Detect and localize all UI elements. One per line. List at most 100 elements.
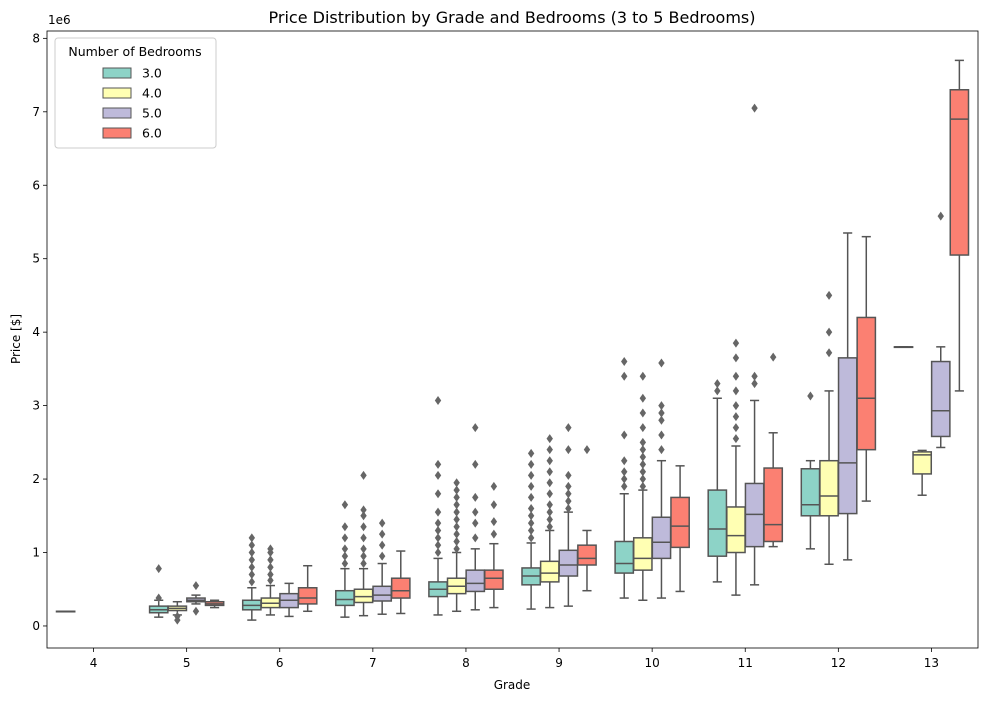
y-tick-label: 5 — [32, 252, 40, 266]
outlier-point — [267, 575, 274, 585]
outlier-point — [434, 548, 442, 558]
outlier-point — [360, 470, 367, 480]
box-body — [372, 585, 393, 602]
outlier-point — [472, 492, 479, 502]
outlier-point — [714, 386, 721, 396]
box-3.0-grade-4 — [55, 610, 76, 613]
box-body — [465, 569, 486, 593]
outlier-point — [639, 445, 647, 455]
box-3.0-grade-8 — [428, 395, 448, 616]
legend-label: 3.0 — [142, 66, 162, 81]
box-5.0-grade-5 — [186, 581, 206, 616]
outlier-point — [639, 393, 647, 403]
box-3.0-grade-11 — [707, 379, 728, 583]
outlier-point — [472, 459, 479, 469]
box-4.0-grade-7 — [353, 470, 374, 617]
outlier-point — [732, 434, 740, 444]
outlier-point — [546, 507, 553, 517]
legend: Number of Bedrooms 3.0 4.0 5.0 6.0 — [54, 37, 217, 149]
outlier-point — [639, 423, 647, 433]
outlier-point — [341, 522, 349, 532]
box-6.0-grade-8 — [484, 481, 504, 609]
outlier-point — [546, 489, 553, 499]
outlier-point — [360, 511, 367, 521]
outlier-point — [472, 533, 479, 543]
box-body — [614, 540, 635, 574]
outlier-point — [546, 434, 553, 444]
outlier-point — [639, 459, 647, 469]
outlier-point — [248, 562, 256, 572]
outlier-point — [639, 452, 647, 462]
outlier-point — [453, 529, 460, 539]
x-tick-label: 8 — [462, 656, 470, 670]
y-tick-label: 8 — [32, 31, 40, 45]
y-tick-label: 2 — [32, 472, 40, 486]
outlier-point — [378, 540, 386, 550]
outlier-point — [546, 478, 553, 488]
outlier-point — [527, 525, 535, 535]
x-tick-label: 12 — [831, 656, 846, 670]
box-body — [837, 357, 858, 515]
box-4.0-grade-13 — [912, 449, 933, 496]
outlier-point — [360, 522, 367, 532]
box-body — [726, 506, 746, 554]
y-tick-label: 1 — [32, 546, 40, 560]
outlier-point — [341, 551, 349, 561]
outlier-point — [565, 489, 572, 499]
y-axis-label: Price [$] — [9, 314, 23, 364]
box-body — [763, 467, 784, 543]
outlier-point — [341, 533, 349, 543]
outlier-point — [453, 536, 460, 546]
box-body — [632, 537, 653, 571]
outlier-point — [546, 514, 553, 524]
outlier-point — [453, 500, 460, 510]
outlier-point — [732, 412, 740, 422]
outlier-point — [360, 533, 367, 543]
outlier-point — [639, 371, 647, 381]
outlier-point — [527, 481, 535, 491]
box-3.0-grade-7 — [335, 500, 355, 618]
box-5.0-grade-12 — [837, 232, 858, 561]
outlier-point — [621, 430, 628, 440]
outlier-point — [378, 529, 386, 539]
outlier-point — [621, 456, 628, 466]
box-3.0-grade-6 — [241, 533, 262, 621]
box-body — [930, 360, 951, 438]
box-5.0-grade-9 — [558, 423, 579, 607]
outlier-point — [527, 492, 535, 502]
outlier-point — [155, 564, 162, 574]
x-tick-label: 4 — [90, 656, 98, 670]
outlier-point — [527, 518, 535, 528]
y-tick-label: 0 — [32, 619, 40, 633]
outlier-point — [360, 544, 367, 554]
outlier-point — [639, 437, 647, 447]
y-offset-label: 1e6 — [48, 13, 71, 27]
outlier-point — [565, 503, 572, 513]
box-4.0-grade-5 — [167, 600, 188, 625]
outlier-point — [621, 481, 628, 491]
outlier-point — [732, 353, 740, 363]
legend-swatch — [102, 67, 132, 79]
plot-area — [55, 59, 970, 625]
outlier-point — [621, 357, 628, 367]
outlier-point — [825, 290, 833, 300]
box-4.0-grade-12 — [819, 290, 839, 566]
outlier-point — [434, 489, 442, 499]
legend-label: 4.0 — [142, 86, 162, 101]
outlier-point — [658, 408, 665, 418]
outlier-point — [732, 386, 740, 396]
outlier-point — [807, 391, 814, 401]
x-tick-label: 9 — [555, 656, 563, 670]
box-body — [819, 459, 839, 517]
box-body — [577, 544, 597, 566]
outlier-point — [658, 430, 665, 440]
box-body — [539, 560, 560, 583]
outlier-point — [546, 500, 553, 510]
outlier-point — [732, 371, 740, 381]
box-3.0-grade-13 — [893, 346, 914, 349]
outlier-point — [546, 467, 553, 477]
outlier-point — [527, 511, 535, 521]
chart-title: Price Distribution by Grade and Bedrooms… — [269, 8, 756, 27]
x-axis-label: Grade — [494, 678, 531, 692]
outlier-point — [639, 408, 647, 418]
